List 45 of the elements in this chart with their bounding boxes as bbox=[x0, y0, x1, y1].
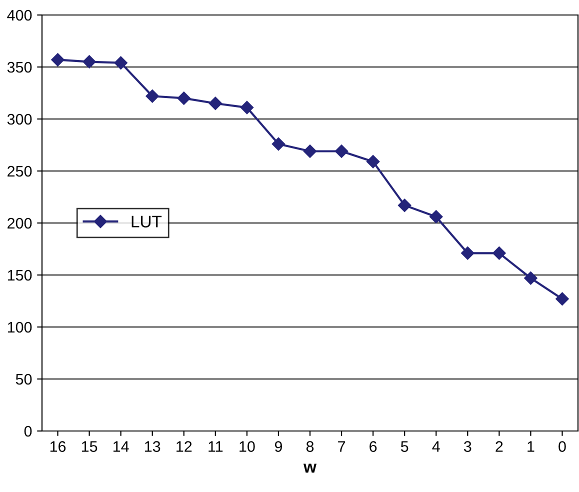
y-tick-label: 200 bbox=[8, 218, 32, 229]
y-tick-label: 350 bbox=[7, 62, 32, 73]
x-tick-label: 10 bbox=[240, 441, 255, 452]
x-tick-label: 2 bbox=[496, 441, 503, 452]
point bbox=[461, 246, 474, 260]
x-tick-label: 3 bbox=[464, 441, 472, 452]
legend-label: LUT bbox=[132, 216, 162, 228]
x-tick-label: 4 bbox=[432, 441, 440, 452]
point bbox=[146, 90, 159, 103]
point bbox=[492, 246, 506, 260]
y-tick-label: 250 bbox=[8, 166, 32, 177]
x-tick-label: 0 bbox=[558, 441, 566, 452]
point bbox=[114, 56, 128, 70]
point bbox=[334, 144, 348, 158]
point bbox=[430, 210, 443, 224]
y-tick-label: 300 bbox=[7, 114, 32, 125]
x-tick-label: 16 bbox=[50, 441, 66, 452]
point bbox=[366, 155, 380, 168]
x-tick-label: 9 bbox=[274, 441, 282, 452]
point bbox=[240, 100, 254, 114]
point bbox=[272, 137, 286, 151]
point bbox=[82, 55, 96, 68]
y-tick-label: 100 bbox=[8, 322, 32, 333]
point bbox=[51, 53, 64, 66]
x-tick-label: 14 bbox=[113, 441, 129, 452]
point bbox=[303, 144, 317, 158]
x-tick-label: 8 bbox=[306, 441, 314, 452]
x-tick-label: 13 bbox=[145, 441, 160, 452]
x-tick-label: 1 bbox=[528, 441, 534, 452]
point bbox=[177, 92, 190, 105]
x-tick-label: 15 bbox=[82, 441, 98, 452]
y-tick-label: 0 bbox=[24, 426, 32, 437]
x-tick-label: 12 bbox=[176, 441, 192, 452]
x-tick-label: 5 bbox=[400, 441, 408, 452]
x-tick-label: 7 bbox=[338, 441, 346, 452]
point bbox=[556, 292, 569, 306]
point bbox=[398, 198, 412, 212]
x-axis-title: w bbox=[303, 464, 317, 473]
x-tick-label: 11 bbox=[208, 441, 223, 452]
point bbox=[208, 96, 222, 110]
y-tick-label: 150 bbox=[8, 270, 32, 281]
x-tick-label: 6 bbox=[370, 441, 377, 452]
y-tick-label: 50 bbox=[16, 374, 32, 385]
y-tick-label: 400 bbox=[7, 10, 32, 21]
point bbox=[524, 272, 538, 285]
